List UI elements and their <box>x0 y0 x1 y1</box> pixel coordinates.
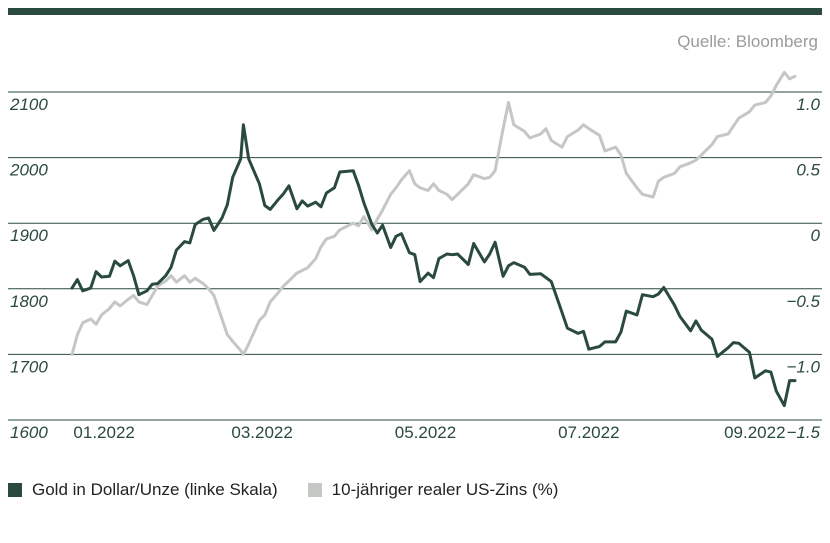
legend: Gold in Dollar/Unze (linke Skala) 10-jäh… <box>8 480 588 500</box>
right-tick-label: 0 <box>811 226 821 245</box>
legend-swatch-rate <box>307 483 322 497</box>
x-tick-label: 05.2022 <box>395 423 456 442</box>
legend-item-rate: 10-jähriger realer US-Zins (%) <box>307 480 559 500</box>
right-tick-label: 0.5 <box>796 161 820 180</box>
legend-label-rate: 10-jähriger realer US-Zins (%) <box>331 480 559 499</box>
x-tick-label: 01.2022 <box>73 423 134 442</box>
left-tick-label: 1600 <box>10 423 48 442</box>
left-axis-ticks: 2100 2000 1900 1800 1700 1600 <box>9 95 48 442</box>
legend-item-gold: Gold in Dollar/Unze (linke Skala) <box>8 480 278 500</box>
right-tick-label: −1.0 <box>786 357 820 376</box>
x-tick-label: 03.2022 <box>231 423 292 442</box>
left-tick-label: 2000 <box>9 161 48 180</box>
legend-label-gold: Gold in Dollar/Unze (linke Skala) <box>32 480 278 499</box>
left-tick-label: 1700 <box>10 357 48 376</box>
series-lines <box>70 70 797 408</box>
source-note: Quelle: Bloomberg <box>677 32 818 51</box>
grid-lines <box>8 91 822 421</box>
legend-swatch-gold <box>8 483 22 497</box>
top-rule <box>8 8 822 15</box>
x-axis-ticks: 01.2022 03.2022 05.2022 07.2022 09.2022 <box>73 423 785 442</box>
right-axis-ticks: 1.0 0.5 0 −0.5 −1.0 −1.5 <box>786 95 820 442</box>
left-tick-label: 2100 <box>9 95 48 114</box>
gold-price-line <box>70 123 797 408</box>
x-tick-label: 09.2022 <box>724 423 785 442</box>
chart: 2100 2000 1900 1800 1700 1600 1.0 0.5 0 −0.5 −1.0… <box>8 70 822 442</box>
x-tick-label: 07.2022 <box>558 423 619 442</box>
right-tick-label: −1.5 <box>786 423 820 442</box>
real-rate-line <box>70 70 797 356</box>
right-tick-label: −0.5 <box>786 292 820 311</box>
left-tick-label: 1900 <box>10 226 48 245</box>
right-tick-label: 1.0 <box>796 95 820 114</box>
left-tick-label: 1800 <box>10 292 48 311</box>
